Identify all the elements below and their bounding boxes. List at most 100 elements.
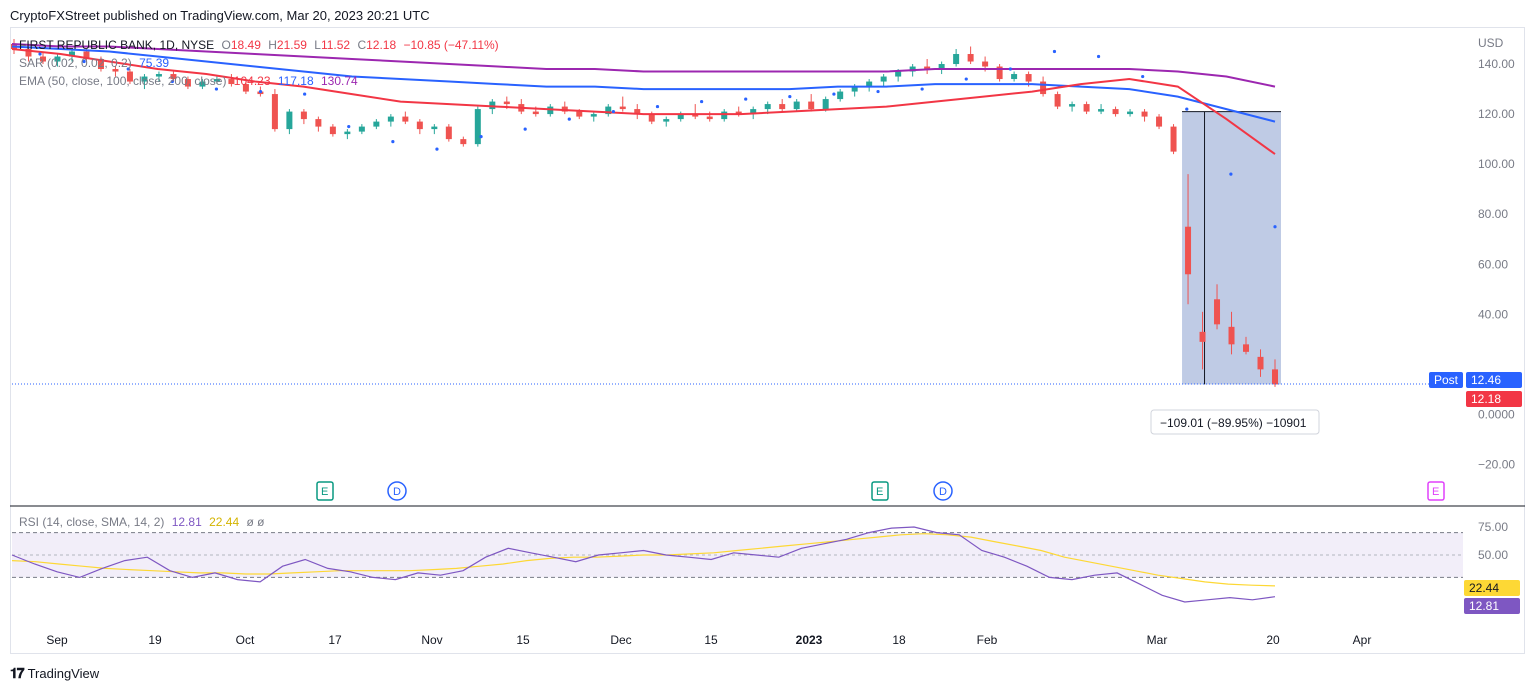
candle-body: [1141, 111, 1148, 117]
candle-body: [170, 74, 177, 80]
candle-body: [97, 59, 104, 70]
candle-body: [1040, 81, 1047, 95]
high-value: 21.59: [276, 38, 307, 52]
ema100-value: 117.18: [277, 74, 314, 88]
sar-dot: [38, 52, 42, 56]
ema200-value: 130.74: [321, 74, 358, 88]
sar-value: 75.39: [139, 56, 170, 70]
high-label: H: [268, 38, 277, 52]
time-tick-label: 20: [1266, 633, 1280, 647]
candle-body: [141, 76, 148, 82]
candle-body: [822, 99, 829, 110]
candle-body: [387, 116, 394, 122]
candle-body: [68, 51, 75, 57]
sar-dot: [391, 140, 395, 144]
chart-frame: [10, 27, 1525, 654]
sar-dot: [170, 79, 174, 84]
sar-dot: [611, 109, 615, 114]
price-tick-label: 100.00: [1478, 157, 1515, 171]
candle-body: [445, 126, 452, 140]
candle-body: [155, 74, 162, 77]
sar-label[interactable]: SAR (0.02, 0.02, 0.2): [19, 56, 132, 70]
candle-body: [532, 111, 539, 115]
sar-dot: [435, 147, 439, 151]
sar-dot: [303, 92, 307, 96]
symbol-title[interactable]: FIRST REPUBLIC BANK, 1D, NYSE: [19, 38, 215, 52]
ema-label[interactable]: EMA (50, close, 100, close, 200, close): [19, 74, 227, 88]
sar-dot: [1141, 74, 1145, 79]
candle-body: [692, 114, 699, 117]
close-value: 12.18: [366, 38, 397, 52]
sar-dot: [920, 87, 924, 91]
dividend-label: D: [939, 486, 947, 498]
footer: 𝟏𝟕 TradingView: [10, 665, 99, 682]
candle-body: [1214, 299, 1221, 325]
time-tick-label: Mar: [1147, 633, 1168, 647]
candle-body: [1257, 356, 1264, 370]
time-tick-label: 18: [892, 633, 906, 647]
dividend-marker: [387, 481, 407, 501]
candle-body: [1199, 331, 1206, 342]
candle-body: [271, 94, 278, 130]
footer-brand[interactable]: TradingView: [27, 666, 100, 681]
candle-body: [837, 91, 844, 100]
candle-body: [416, 121, 423, 130]
time-tick-label: Nov: [421, 633, 442, 647]
rsi-value: 12.81: [171, 515, 202, 529]
candle-body: [184, 79, 191, 87]
post-price-badge: 12.46: [1466, 372, 1522, 388]
ema50-line: [11, 48, 1276, 155]
sar-dot: [126, 67, 130, 71]
ema50-value: 104.23: [233, 74, 271, 88]
candle-body: [721, 111, 728, 120]
candle-body: [590, 114, 597, 117]
candle-body: [329, 126, 336, 135]
rsi-label[interactable]: RSI (14, close, SMA, 14, 2): [19, 515, 165, 529]
candle-body: [1025, 74, 1032, 82]
time-tick-label: Feb: [977, 633, 998, 647]
candle-body: [431, 126, 438, 130]
sar-dot: [258, 89, 263, 94]
candle-body: [54, 56, 61, 62]
candle-body: [213, 79, 220, 82]
earnings-marker: [1427, 481, 1445, 501]
candle-body: [83, 51, 90, 60]
candle-body: [228, 79, 235, 85]
ema-legend: EMA (50, close, 100, close, 200, close) …: [19, 74, 362, 88]
candle-body: [344, 131, 351, 135]
last-price-badge: 12.18: [1466, 391, 1522, 407]
candle-body: [735, 111, 742, 115]
time-tick-label: Apr: [1353, 633, 1372, 647]
candle-body: [880, 76, 887, 82]
open-value: 18.49: [230, 38, 261, 52]
candle-body: [634, 109, 641, 115]
candle-body: [706, 116, 713, 120]
candle-body: [199, 81, 206, 87]
candle-body: [1272, 369, 1278, 385]
candle-body: [1127, 111, 1134, 115]
earnings-marker: [316, 481, 334, 501]
rsi-extra: ø ø: [246, 515, 265, 529]
sar-dot: [1008, 67, 1012, 71]
candle-body: [938, 64, 945, 70]
candle-body: [605, 106, 612, 115]
candle-body: [1170, 126, 1177, 152]
sar-dot: [523, 127, 527, 131]
open-label: O: [221, 38, 231, 52]
dividend-label: D: [393, 486, 401, 498]
change-value: −10.85 (−47.11%): [403, 38, 499, 52]
candle-body: [1083, 104, 1090, 112]
sar-dot: [655, 104, 660, 109]
dividend-marker: [933, 481, 953, 501]
candle-body: [851, 86, 858, 92]
candle-body: [460, 139, 467, 145]
candle-body: [1185, 226, 1192, 275]
rsi-tick-label: 75.00: [1478, 520, 1508, 534]
price-legend: FIRST REPUBLIC BANK, 1D, NYSE O18.49 H21…: [19, 38, 503, 52]
candle-body: [474, 109, 481, 145]
candle-body: [996, 66, 1003, 80]
sar-dot: [964, 77, 968, 81]
price-tick-label: 120.00: [1478, 107, 1515, 121]
candle-body: [373, 121, 380, 127]
